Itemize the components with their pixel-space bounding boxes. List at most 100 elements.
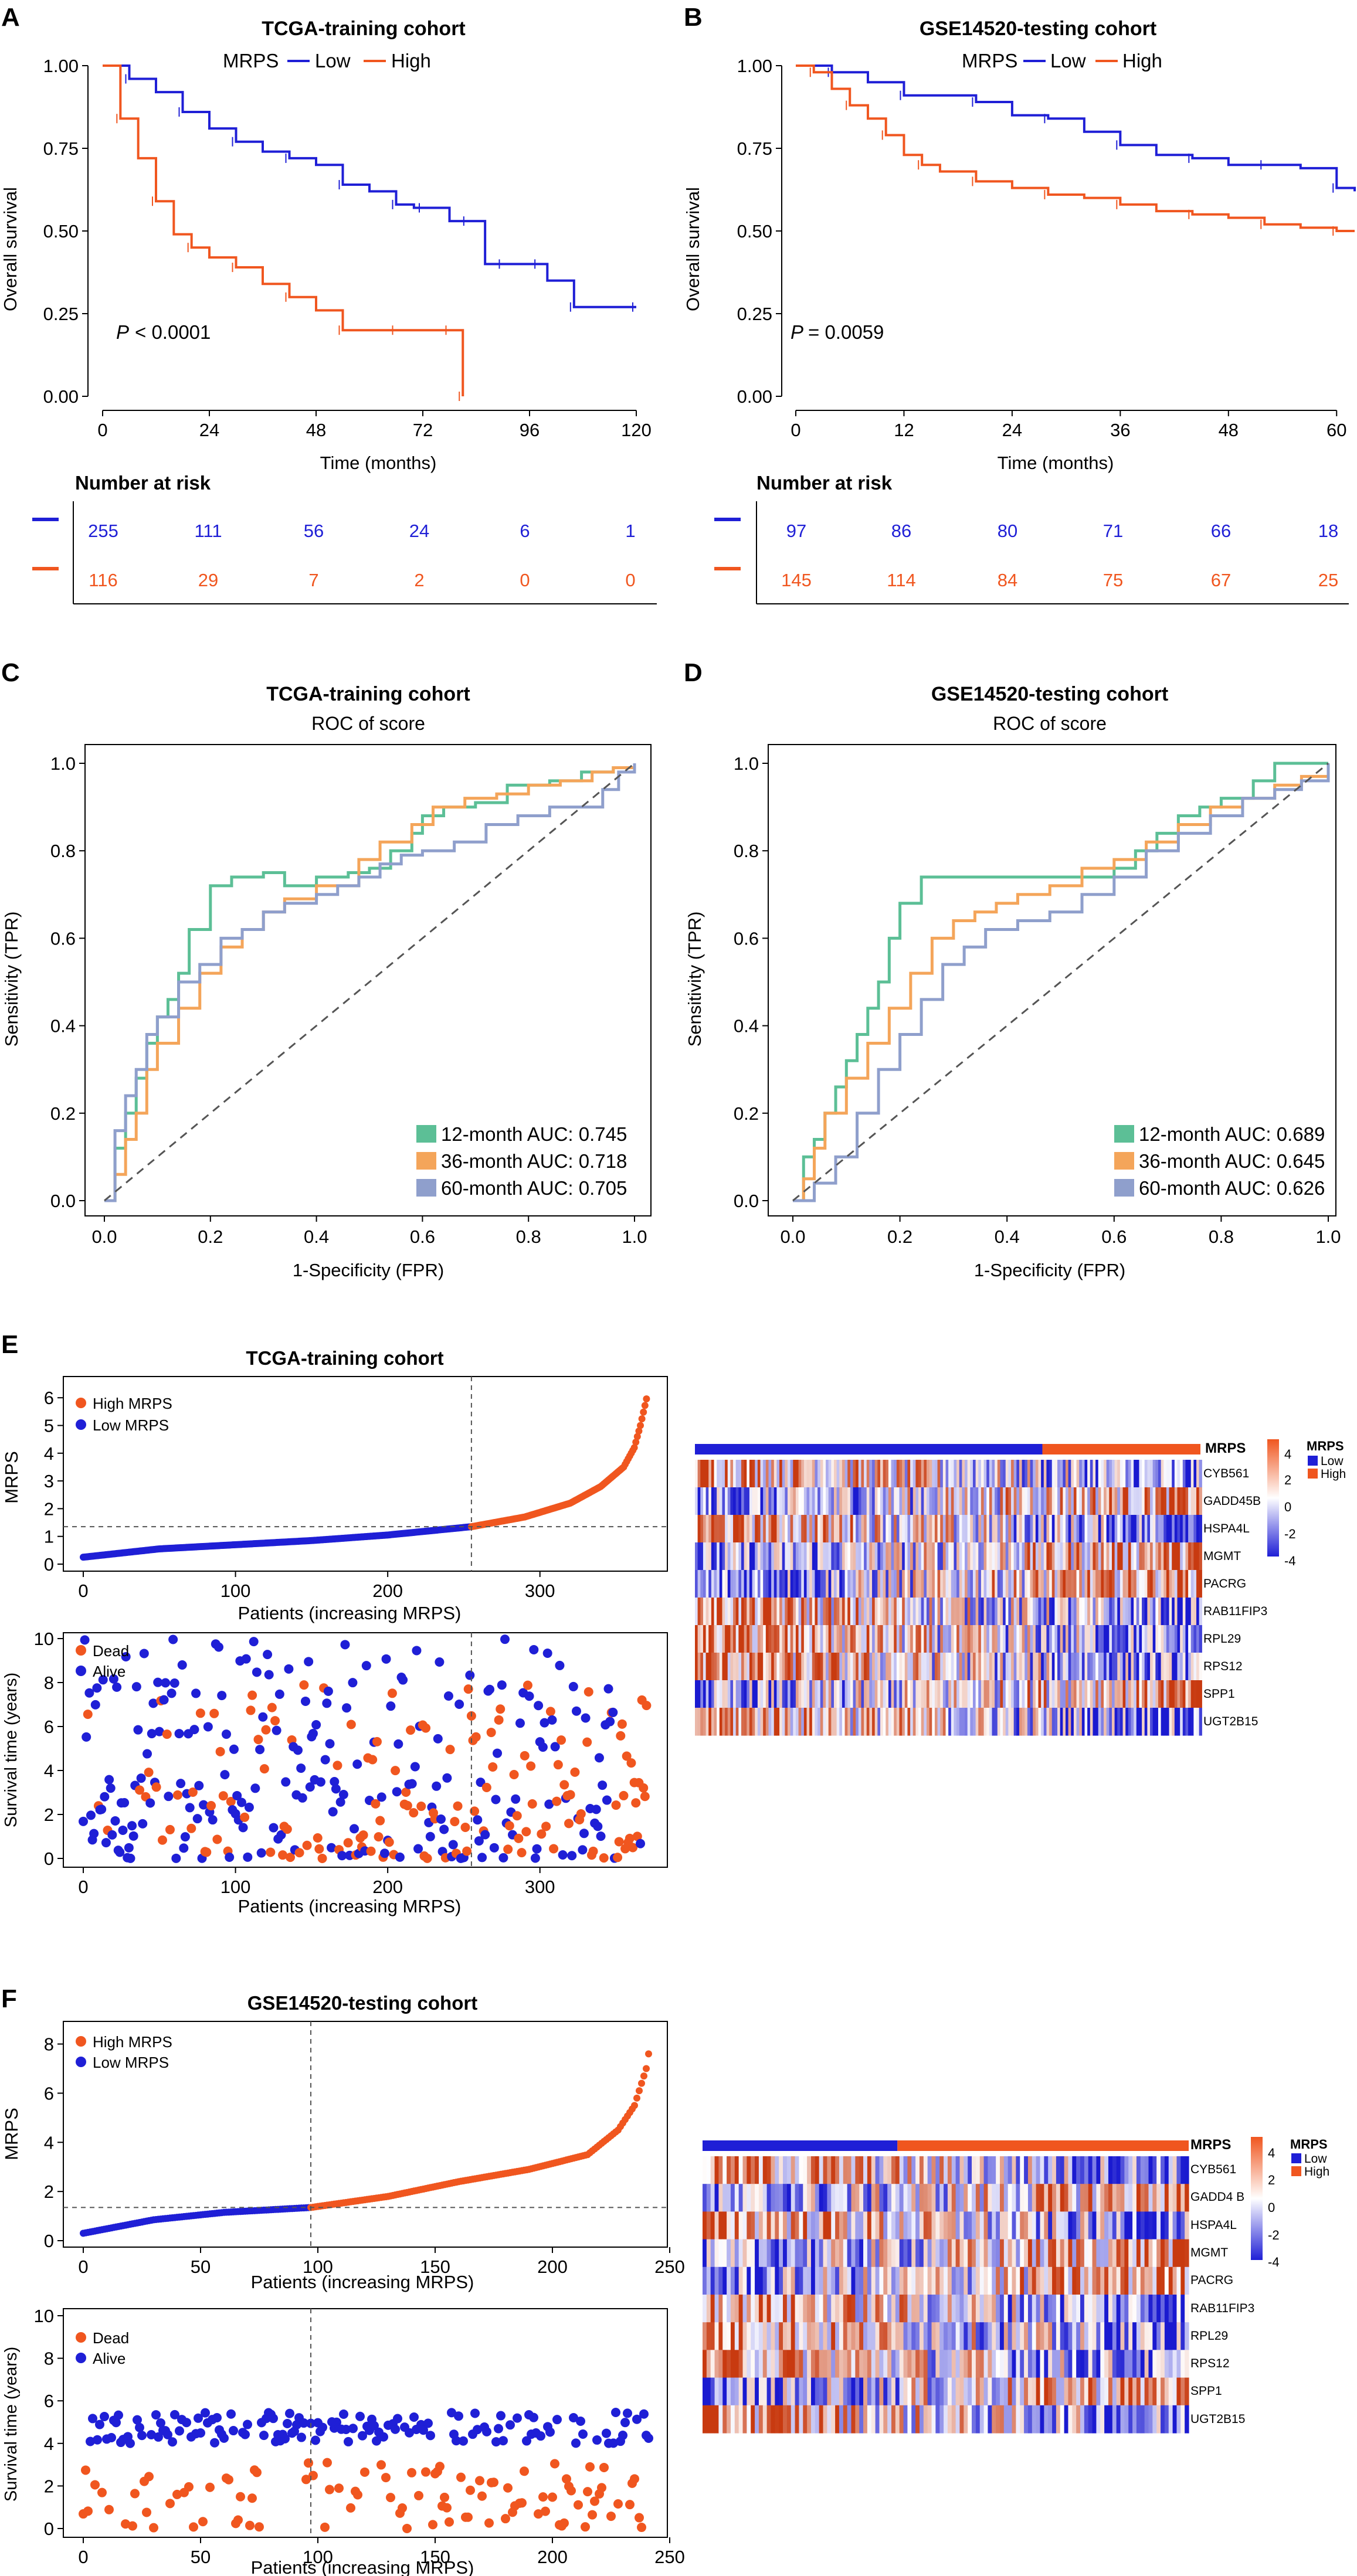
heatmap-cell [940,1542,944,1571]
heatmap-cell [1161,2239,1165,2268]
heatmap-cell [695,1542,698,1571]
heatmap-cell [867,2295,872,2323]
heatmap-cell [921,1598,924,1626]
heatmap-cell [989,1460,993,1488]
heatmap-cell [1011,1708,1015,1736]
heatmap-cell [831,2239,836,2268]
heatmap-cell [793,1460,796,1488]
heatmap-cell [1116,2184,1121,2212]
heatmap-cell [1188,1708,1192,1736]
heatmap-cell [828,1625,832,1653]
heatmap-cell [751,2266,755,2295]
survival-plot-frame [63,1632,668,1868]
heatmap-cell [1114,1542,1118,1571]
heatmap-cell [902,1542,905,1571]
heatmap-cell [1079,1708,1083,1736]
heatmap-cell [717,1680,720,1708]
heatmap-cell [1101,1542,1104,1571]
heatmap-cell [1087,1487,1091,1515]
alive-point [110,1816,120,1826]
dead-point [486,1728,496,1738]
heatmap-cell [827,2405,832,2434]
heatmap-cell [1106,1598,1110,1626]
panel-letter-a: A [1,3,20,32]
dead-point [628,1843,638,1853]
heatmap-cell [871,2295,876,2323]
heatmap-cell [1199,1542,1202,1571]
heatmap-cell [835,2211,840,2240]
heatmap-legend-low-swatch [1291,2153,1301,2163]
dead-point [247,1690,257,1700]
heatmap-cell [972,1542,976,1571]
heatmap-cell [972,2322,976,2350]
heatmap-cell [708,1598,712,1626]
heatmap-cell [1122,1542,1126,1571]
heatmap-cell [1092,2405,1097,2434]
heatmap-cell [1048,2239,1053,2268]
heatmap-cell [1109,1515,1112,1543]
heatmap-cell [1044,2266,1049,2295]
heatmap-cell [927,2211,932,2240]
heatmap-cell [989,1680,993,1708]
heatmap-cell [717,1653,720,1681]
heatmap-cell [853,1680,856,1708]
dead-point [294,1848,304,1858]
heatmap-cell [996,2239,1000,2268]
heatmap-cell [1125,1460,1129,1488]
heatmap-cell [921,1570,924,1598]
heatmap-cell [1049,1653,1053,1681]
heatmap-cell [790,1570,793,1598]
heatmap-cell [939,2322,944,2350]
alive-point [210,2438,219,2448]
heatmap-cell [959,2156,964,2184]
alive-point [203,1722,213,1732]
heatmap-cell [738,2295,744,2323]
heatmap-cell [763,1625,766,1653]
heatmap-cell [1092,2211,1097,2240]
alive-point [618,2431,627,2441]
heatmap-cell [827,2377,832,2406]
alive-point [593,1821,603,1831]
heatmap-cell [1128,2266,1133,2295]
heatmap-cell [742,2377,747,2406]
heatmap-cell [1108,2156,1113,2184]
y-tick-label: 0 [44,2231,54,2251]
heatmap-cell [1084,1460,1088,1488]
heatmap-cell [741,1515,745,1543]
heatmap-gene-label: RPS12 [1203,1660,1243,1673]
heatmap-cell [828,1487,832,1515]
heatmap-cell [1084,2184,1089,2212]
heatmap-cell [1116,2322,1121,2350]
alive-point [304,1657,314,1667]
dead-point [527,1799,537,1809]
heatmap-cell [1041,1460,1044,1488]
heatmap-cell [1043,1708,1047,1736]
heatmap-cell [815,2266,820,2295]
heatmap-cell [1172,2295,1178,2323]
km-ylabel: Overall survival [0,187,21,311]
heatmap-cell [741,1487,745,1515]
heatmap-cell [1073,1680,1077,1708]
heatmap-cell [828,1515,832,1543]
heatmap-cell [1003,2156,1009,2184]
heatmap-cell [1185,1515,1189,1543]
heatmap-cell [697,1515,701,1543]
alive-point [439,1824,449,1834]
heatmap-cell [1048,2322,1053,2350]
heatmap-cell [1051,1598,1055,1626]
heatmap-cell [910,1515,914,1543]
heatmap-cell [959,2239,964,2268]
alive-point [285,2408,294,2418]
heatmap-cell [964,2322,968,2350]
panel-letter-d: D [684,658,703,687]
heatmap-cell [1036,2322,1041,2350]
alive-point [170,2410,179,2419]
heatmap-cell [939,2211,944,2240]
heatmap-cell [911,2156,916,2184]
heatmap-cell [915,2266,920,2295]
heatmap-cell [697,1570,701,1598]
heatmap-cell [866,1570,870,1598]
heatmap-cell [1022,1653,1025,1681]
heatmap-cell [779,1542,783,1571]
high-mrps-point [633,2094,640,2102]
